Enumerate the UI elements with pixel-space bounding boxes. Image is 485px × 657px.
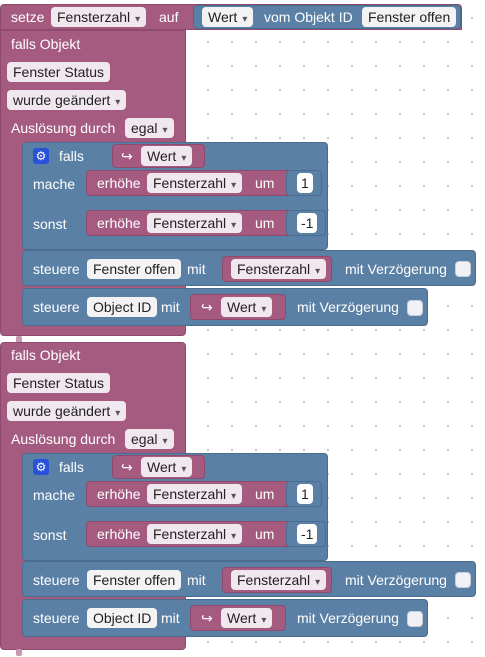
increment-block-else[interactable]: erhöhe Fensterzahl um [86, 521, 292, 547]
variable-value-dropdown[interactable]: Fensterzahl [231, 259, 327, 279]
control-target-field[interactable]: Object ID [87, 608, 158, 628]
with-label: mit [187, 261, 206, 277]
control-label: steuere [33, 610, 80, 626]
if-label: falls [59, 459, 84, 475]
trigger-label: Auslösung durch [11, 431, 116, 447]
trigger-label: Auslösung durch [11, 120, 116, 136]
by-label: um [255, 215, 275, 231]
trigger-dropdown[interactable]: egal [125, 429, 174, 449]
with-label: mit [161, 299, 180, 315]
gear-icon[interactable]: ⚙ [33, 459, 49, 475]
condition-value-dropdown[interactable]: Wert [221, 608, 273, 628]
delay-label: mit Verzögerung [345, 261, 447, 277]
number-block[interactable]: -1 [286, 210, 326, 236]
by-label: um [255, 486, 275, 502]
condition-value-block[interactable]: ↪ Wert [112, 144, 205, 168]
increment-label: erhöhe [97, 215, 141, 231]
block-connector [16, 649, 22, 656]
event-title: falls Objekt [11, 347, 81, 363]
variable-value-block[interactable]: Fensterzahl [222, 567, 332, 593]
to-label: auf [159, 9, 179, 25]
control-target-field[interactable]: Fenster offen [87, 570, 182, 590]
increment-label: erhöhe [97, 526, 141, 542]
control-target-field[interactable]: Fenster offen [87, 259, 182, 279]
return-arrow-icon: ↪ [201, 610, 213, 626]
increment-block-then[interactable]: erhöhe Fensterzahl um [86, 170, 292, 196]
by-label: um [255, 526, 275, 542]
value-of-object-block[interactable]: Wert vom Objekt ID Fenster offen [193, 5, 461, 29]
delay-checkbox[interactable] [455, 261, 471, 277]
number-block[interactable]: 1 [286, 481, 322, 507]
increment-label: erhöhe [97, 486, 141, 502]
else-label: sonst [33, 216, 67, 232]
delay-checkbox[interactable] [407, 611, 423, 627]
with-label: mit [187, 572, 206, 588]
return-arrow-icon: ↪ [121, 459, 133, 475]
of-object-label: vom Objekt ID [264, 9, 353, 25]
then-label: mache [33, 176, 76, 192]
number-block[interactable]: -1 [286, 521, 326, 547]
condition-value-block[interactable]: ↪ Wert [190, 294, 286, 320]
trigger-dropdown[interactable]: egal [125, 118, 174, 138]
increment-variable-dropdown[interactable]: Fensterzahl [147, 484, 243, 504]
else-label: sonst [33, 527, 67, 543]
gear-icon[interactable]: ⚙ [33, 148, 49, 164]
then-label: mache [33, 487, 76, 503]
delay-label: mit Verzögerung [297, 610, 399, 626]
control-label: steuere [33, 572, 80, 588]
control-target-field[interactable]: Object ID [87, 297, 158, 317]
object-field[interactable]: Fenster Status [7, 62, 111, 82]
number-block[interactable]: 1 [286, 170, 322, 196]
condition-value-dropdown[interactable]: Wert [221, 297, 273, 317]
with-label: mit [161, 610, 180, 626]
delay-label: mit Verzögerung [297, 299, 399, 315]
set-variable-block[interactable]: setze Fensterzahl auf Wert vom Objekt ID… [0, 4, 462, 30]
value-dropdown[interactable]: Wert [202, 7, 254, 27]
return-arrow-icon: ↪ [201, 299, 213, 315]
increment-variable-dropdown[interactable]: Fensterzahl [147, 173, 243, 193]
increment-block-else[interactable]: erhöhe Fensterzahl um [86, 210, 292, 236]
increment-label: erhöhe [97, 175, 141, 191]
event-dropdown[interactable]: wurde geändert [7, 90, 127, 110]
increment-variable-dropdown[interactable]: Fensterzahl [147, 213, 243, 233]
delay-label: mit Verzögerung [345, 572, 447, 588]
object-id-field[interactable]: Fenster offen [362, 7, 457, 27]
by-label: um [255, 175, 275, 191]
control-label: steuere [33, 261, 80, 277]
delay-checkbox[interactable] [407, 300, 423, 316]
number-field[interactable]: -1 [297, 524, 318, 544]
variable-value-dropdown[interactable]: Fensterzahl [231, 570, 327, 590]
increment-block-then[interactable]: erhöhe Fensterzahl um [86, 481, 292, 507]
variable-value-block[interactable]: Fensterzahl [222, 256, 332, 282]
number-field[interactable]: 1 [297, 484, 313, 504]
set-label: setze [11, 9, 45, 25]
condition-value-dropdown[interactable]: Wert [141, 146, 193, 166]
condition-value-block[interactable]: ↪ Wert [190, 605, 286, 631]
event-title: falls Objekt [11, 36, 81, 52]
condition-value-dropdown[interactable]: Wert [141, 457, 193, 477]
number-field[interactable]: -1 [297, 213, 318, 233]
variable-dropdown[interactable]: Fensterzahl [51, 7, 147, 27]
object-field[interactable]: Fenster Status [7, 373, 111, 393]
if-label: falls [59, 148, 84, 164]
return-arrow-icon: ↪ [121, 148, 133, 164]
increment-variable-dropdown[interactable]: Fensterzahl [147, 524, 243, 544]
condition-value-block[interactable]: ↪ Wert [112, 455, 205, 479]
delay-checkbox[interactable] [455, 572, 471, 588]
control-label: steuere [33, 299, 80, 315]
event-dropdown[interactable]: wurde geändert [7, 401, 127, 421]
number-field[interactable]: 1 [297, 173, 313, 193]
if-block-1[interactable]: ⚙ falls mache sonst [22, 142, 328, 250]
